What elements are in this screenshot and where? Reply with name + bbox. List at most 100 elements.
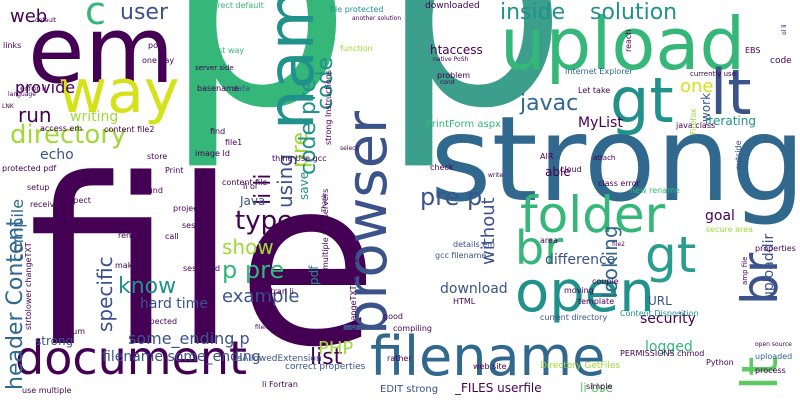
word-print: Print bbox=[165, 166, 184, 175]
word-downloaded: downloaded bbox=[425, 1, 480, 11]
word-know: know bbox=[118, 274, 177, 299]
word-inside: inside bbox=[500, 0, 566, 25]
word-lnk: LNK bbox=[2, 103, 14, 110]
word-internet-explorer: Internet Explorer bbox=[565, 67, 633, 76]
word-pdf: pdf bbox=[307, 265, 321, 285]
word-error-li: error li bbox=[20, 84, 47, 93]
word-data: data bbox=[232, 84, 251, 93]
word-render: render bbox=[118, 231, 145, 240]
word-strong-small: strong bbox=[35, 334, 74, 348]
word-security: security bbox=[640, 311, 696, 327]
word-content-file: content file bbox=[222, 178, 268, 187]
word-p-1: p bbox=[162, 0, 352, 150]
word-thing-use-gcc: thing Use gcc bbox=[272, 154, 327, 163]
word-specific: specific bbox=[93, 256, 117, 332]
word-edit-strong: EDIT strong bbox=[380, 384, 439, 395]
word-gt-2: gt bbox=[645, 226, 697, 284]
word-strong-large: strong bbox=[430, 90, 800, 228]
word-filename-large: filename bbox=[370, 325, 606, 388]
word-uploaded: uploaded bbox=[755, 352, 793, 361]
word-permissions-chmod: PERMISSIONS chmod bbox=[620, 349, 705, 358]
word-one: one bbox=[680, 76, 714, 97]
word-secure-area: secure area bbox=[706, 225, 753, 234]
word-li-ol: li ol bbox=[243, 182, 258, 191]
word-solution: solution bbox=[590, 0, 678, 25]
word-file: file bbox=[28, 131, 379, 398]
word-directory: directory bbox=[10, 120, 127, 150]
word-expected: expected bbox=[140, 317, 178, 326]
word-let-take: Let take bbox=[578, 86, 611, 95]
word-air: AIR bbox=[540, 152, 554, 161]
word-em: em bbox=[28, 0, 175, 104]
word-file1: file1 bbox=[225, 138, 243, 147]
word-upload: upload bbox=[500, 2, 746, 86]
word-url: URL bbox=[648, 294, 672, 308]
word-area: area bbox=[540, 236, 558, 245]
word-li-fortran: li Fortran bbox=[262, 380, 298, 389]
word-filename-small: filename bbox=[255, 324, 282, 331]
word-content-file2: content file2 bbox=[104, 125, 155, 134]
word-currently-use: currently use bbox=[690, 70, 736, 78]
word-web: web bbox=[10, 6, 48, 27]
word-found: found bbox=[140, 186, 163, 195]
word-code-small: code bbox=[770, 56, 792, 66]
word-user: user bbox=[120, 0, 168, 25]
word-type: type bbox=[235, 206, 294, 236]
word-firefox: Firefox bbox=[689, 108, 698, 135]
word-write: write bbox=[488, 172, 504, 179]
word-native-posh: native PoSh bbox=[433, 56, 469, 63]
word-file2: file2 bbox=[612, 241, 625, 248]
word-image-id: image Id bbox=[195, 149, 230, 158]
word-strong-instructions: strong Instructions bbox=[324, 70, 333, 145]
word-current-directory: current directory bbox=[540, 313, 608, 322]
word-list: list bbox=[310, 345, 343, 370]
word-run: run bbox=[18, 103, 52, 127]
word-setup: setup bbox=[27, 183, 50, 192]
word-ebs: EBS bbox=[745, 46, 761, 55]
word-details-em: details em bbox=[453, 240, 495, 249]
word-session: session bbox=[182, 221, 212, 230]
word-java-class: java class bbox=[676, 121, 716, 130]
word-reach: reach bbox=[624, 29, 633, 52]
word-use: use bbox=[260, 306, 275, 315]
word-logged: logged bbox=[645, 339, 693, 355]
word-server-side: server side bbox=[195, 64, 234, 72]
word-sessionid: sessionId bbox=[183, 264, 221, 273]
word-html: HTML bbox=[453, 297, 476, 306]
word-way: way bbox=[58, 57, 180, 127]
word-protected-pdf: protected pdf bbox=[2, 164, 57, 173]
word-gt-1: gt bbox=[610, 64, 674, 137]
word-example: example bbox=[222, 286, 300, 307]
word-p-pre: p pre bbox=[222, 256, 285, 284]
word-content-disposition: Content Disposition bbox=[620, 309, 699, 318]
word-make: make bbox=[115, 261, 137, 270]
word-java: Java bbox=[240, 194, 266, 208]
word-find: find bbox=[210, 127, 226, 136]
word-strtolower-changetxt: strtolower changeTXT bbox=[24, 242, 33, 330]
word-post: post bbox=[148, 41, 166, 50]
word-cond: cond bbox=[440, 79, 455, 86]
word-properties: properties bbox=[755, 244, 796, 253]
word-amp-file: amp file bbox=[741, 256, 749, 285]
word-lt-1: lt bbox=[710, 56, 752, 129]
word-changetxt-changetxt: changeTXT changeTXT bbox=[349, 238, 358, 330]
word-directory-getfiles: Directory GetFiles bbox=[540, 361, 621, 371]
word-files-userfile: _FILES userfile bbox=[455, 381, 542, 395]
word-hard-time: hard time bbox=[140, 296, 208, 312]
word-save: save bbox=[297, 171, 311, 200]
word-check: check bbox=[430, 163, 454, 172]
word-thank: Thank bbox=[321, 193, 328, 212]
word-template: template bbox=[578, 297, 615, 306]
word-suspect: suspect bbox=[60, 196, 91, 205]
word-simple: simple bbox=[586, 382, 613, 391]
word-show: show bbox=[222, 235, 274, 259]
word-br-1: br bbox=[515, 221, 564, 275]
word-default: default bbox=[35, 17, 57, 24]
word-one-say: one Say bbox=[142, 56, 175, 65]
word-download: download bbox=[440, 281, 508, 297]
word-difference: difference bbox=[545, 252, 616, 268]
word-some-ending-p: some_ending p bbox=[128, 329, 250, 348]
word-correct-default: correct default bbox=[205, 1, 264, 10]
word-select: select bbox=[340, 145, 358, 152]
